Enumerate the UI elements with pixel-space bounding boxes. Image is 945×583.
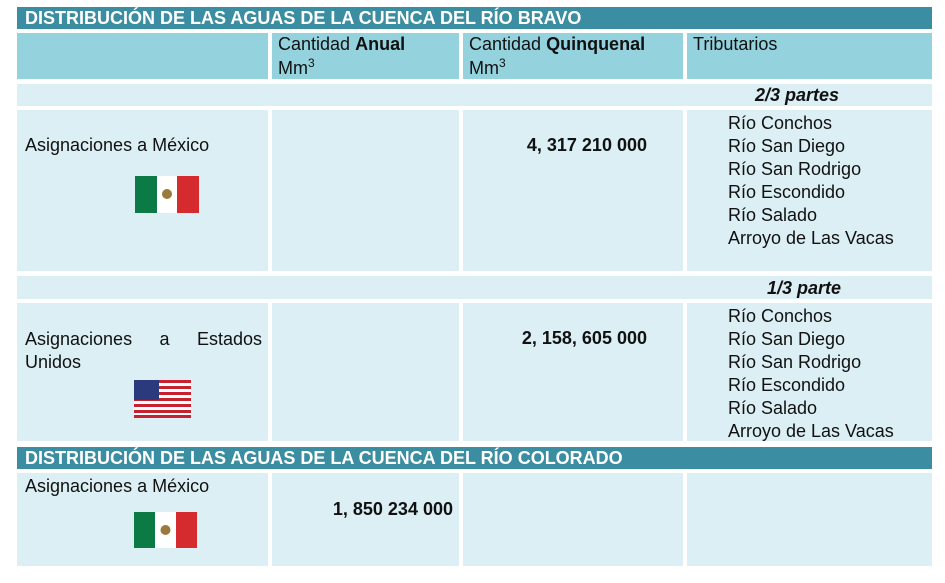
cell: Río Conchos Río San Diego Río San Rodrig… xyxy=(687,303,932,441)
row-label: Asignaciones a Estados Unidos xyxy=(25,329,262,372)
section-title: DISTRIBUCIÓN DE LAS AGUAS DE LA CUENCA D… xyxy=(17,7,932,29)
header-unit: Mm xyxy=(278,58,308,78)
header-text: Tributarios xyxy=(693,34,778,54)
flag-mexico xyxy=(135,176,199,213)
cell xyxy=(272,303,459,441)
tributary: Río Escondido xyxy=(728,182,846,202)
share: 1/3 parte xyxy=(767,278,842,298)
tributary: Río San Diego xyxy=(728,329,846,349)
cell: Río Conchos Río San Diego Río San Rodrig… xyxy=(687,110,932,271)
header-text: Quinquenal xyxy=(546,34,646,54)
section-title: DISTRIBUCIÓN DE LAS AGUAS DE LA CUENCA D… xyxy=(17,447,932,469)
row-label: Asignaciones a México xyxy=(25,135,210,155)
tributary: Río Conchos xyxy=(728,306,833,326)
share: 2/3 partes xyxy=(755,85,840,105)
tributary: Arroyo de Las Vacas xyxy=(728,421,894,441)
amount: 1, 850 234 000 xyxy=(332,499,453,519)
amount: 4, 317 210 000 xyxy=(526,135,647,155)
share-row: 2/3 partes xyxy=(17,84,932,106)
header-text: Anual xyxy=(355,34,406,54)
cell xyxy=(272,110,459,271)
cell xyxy=(463,473,683,566)
share-row: 1/3 parte xyxy=(17,276,932,299)
tributary: Río San Rodrigo xyxy=(728,352,862,372)
header-cell xyxy=(17,33,268,79)
cell xyxy=(687,473,932,566)
tributary: Río Conchos xyxy=(728,113,833,133)
cell: Asignaciones a Estados Unidos xyxy=(17,303,268,441)
tributary: Río Salado xyxy=(728,398,818,418)
header-cell: Cantidad Quinquenal Mm3 xyxy=(463,33,683,79)
header-exponent: 3 xyxy=(499,56,506,70)
flag-usa xyxy=(134,380,191,418)
tributary: Río Escondido xyxy=(728,375,846,395)
header-text: Cantidad xyxy=(469,34,542,54)
header-unit: Mm xyxy=(469,58,499,78)
header-text: Cantidad xyxy=(278,34,351,54)
header-cell: Cantidad Anual Mm3 xyxy=(272,33,459,79)
cell: Asignaciones a México xyxy=(17,473,268,566)
tributary: Río Salado xyxy=(728,205,818,225)
cell: 1, 850 234 000 xyxy=(272,473,459,566)
cell: 2, 158, 605 000 xyxy=(463,303,683,441)
tributary: Río San Rodrigo xyxy=(728,159,862,179)
tributary: Río San Diego xyxy=(728,136,846,156)
row-label: Asignaciones a México xyxy=(25,476,210,496)
amount: 2, 158, 605 000 xyxy=(521,328,647,348)
tributary: Arroyo de Las Vacas xyxy=(728,228,894,248)
flag-mexico xyxy=(134,512,197,548)
cell: 4, 317 210 000 xyxy=(463,110,683,271)
header-exponent: 3 xyxy=(308,56,315,70)
header-cell: Tributarios xyxy=(687,33,932,79)
cell: Asignaciones a México xyxy=(17,110,268,271)
